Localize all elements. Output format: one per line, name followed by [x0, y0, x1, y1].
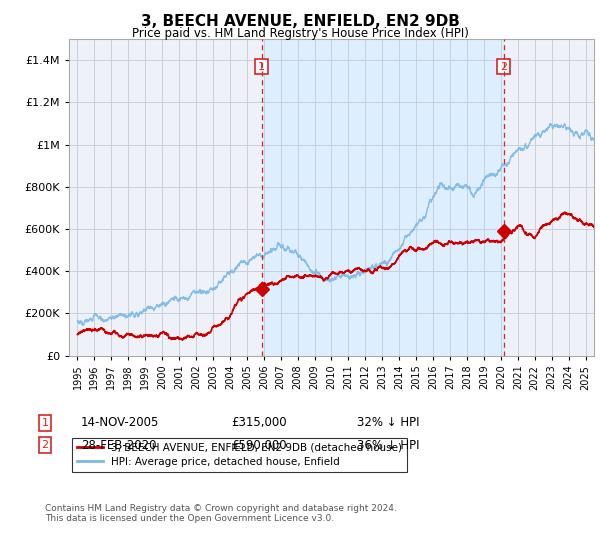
Text: 2: 2	[41, 440, 49, 450]
Text: 28-FEB-2020: 28-FEB-2020	[81, 438, 157, 452]
Text: 32% ↓ HPI: 32% ↓ HPI	[357, 416, 419, 430]
Text: £590,000: £590,000	[231, 438, 287, 452]
Legend: 3, BEECH AVENUE, ENFIELD, EN2 9DB (detached house), HPI: Average price, detached: 3, BEECH AVENUE, ENFIELD, EN2 9DB (detac…	[71, 437, 407, 472]
Bar	[262, 39, 503, 356]
Text: 1: 1	[41, 418, 49, 428]
Text: Contains HM Land Registry data © Crown copyright and database right 2024.
This d: Contains HM Land Registry data © Crown c…	[45, 504, 397, 524]
Text: 2: 2	[500, 62, 507, 72]
Text: 1: 1	[258, 62, 265, 72]
Text: Price paid vs. HM Land Registry's House Price Index (HPI): Price paid vs. HM Land Registry's House …	[131, 27, 469, 40]
Text: 14-NOV-2005: 14-NOV-2005	[81, 416, 160, 430]
Text: 36% ↓ HPI: 36% ↓ HPI	[357, 438, 419, 452]
Text: 3, BEECH AVENUE, ENFIELD, EN2 9DB: 3, BEECH AVENUE, ENFIELD, EN2 9DB	[140, 14, 460, 29]
Text: £315,000: £315,000	[231, 416, 287, 430]
